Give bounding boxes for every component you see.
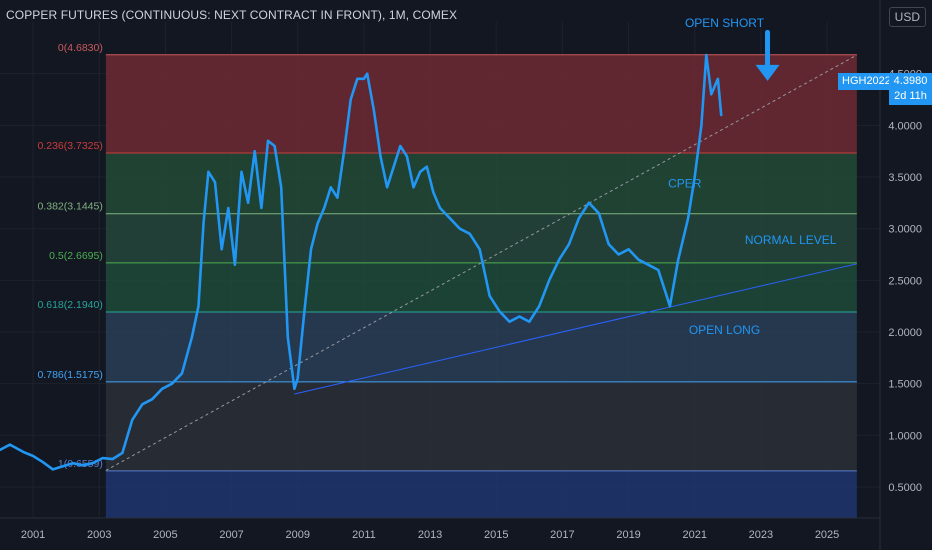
y-tick-label: 3.0000 bbox=[888, 224, 922, 236]
fib-zone bbox=[105, 262, 857, 312]
y-tick-label: 3.5000 bbox=[888, 172, 922, 184]
x-tick-label: 2009 bbox=[286, 529, 310, 541]
x-tick-label: 2011 bbox=[352, 529, 376, 541]
x-tick-label: 2025 bbox=[815, 529, 839, 541]
x-tick-label: 2007 bbox=[219, 529, 243, 541]
annotation-text[interactable]: OPEN LONG bbox=[689, 323, 760, 337]
last-price: 4.3980 bbox=[893, 75, 928, 87]
annotation-text[interactable]: OPEN SHORT bbox=[685, 16, 765, 30]
fib-level-label: 0(4.6830) bbox=[58, 42, 103, 54]
trendlines[interactable] bbox=[105, 54, 858, 471]
x-axis: 2001 2003 2005 2007 2009 2011 2013 2015 2017 2019… bbox=[0, 517, 880, 541]
fib-retracement[interactable]: 0(4.6830) 0.236(3.7325) 0.382(3.1445) 0.5(2… bbox=[37, 42, 857, 518]
symbol-tag: HGH2022 bbox=[838, 73, 895, 90]
y-tick-label: 0.5000 bbox=[888, 482, 922, 494]
y-tick-label: 4.0000 bbox=[888, 120, 922, 132]
x-tick-label: 2013 bbox=[418, 529, 442, 541]
x-tick-label: 2015 bbox=[484, 529, 508, 541]
fib-zone bbox=[105, 381, 857, 471]
y-tick-label: 2.5000 bbox=[888, 275, 922, 287]
chart-title: COPPER FUTURES (CONTINUOUS: NEXT CONTRAC… bbox=[6, 8, 458, 22]
fib-level-label: 0.382(3.1445) bbox=[37, 201, 102, 213]
copper-price-line[interactable] bbox=[0, 53, 723, 471]
fib-level-label: 0.618(2.1940) bbox=[37, 299, 102, 311]
y-tick-label: 1.5000 bbox=[888, 379, 922, 391]
x-tick-label: 2001 bbox=[21, 529, 45, 541]
bar-countdown: 2d 11h bbox=[894, 90, 927, 102]
fib-level-label: 0.236(3.7325) bbox=[37, 140, 102, 152]
y-tick-label: 2.0000 bbox=[888, 327, 922, 339]
x-tick-label: 2003 bbox=[87, 529, 111, 541]
annotations[interactable]: OPEN SHORT CPER NORMAL LEVEL OPEN LONG bbox=[668, 16, 837, 337]
fib-zone bbox=[105, 54, 857, 153]
x-tick-label: 2021 bbox=[682, 529, 706, 541]
annotation-text[interactable]: CPER bbox=[668, 176, 702, 190]
fib-level-label: 0.5(2.6695) bbox=[49, 250, 103, 262]
x-tick-label: 2019 bbox=[616, 529, 640, 541]
x-tick-label: 2005 bbox=[153, 529, 177, 541]
y-axis: 0.5000 1.0000 1.5000 2.0000 2.5000 3.0000 3.50… bbox=[879, 0, 922, 550]
price-series[interactable] bbox=[0, 53, 723, 471]
annotation-text[interactable]: NORMAL LEVEL bbox=[745, 233, 837, 247]
fib-zone bbox=[105, 470, 857, 518]
currency-button[interactable]: USD bbox=[888, 7, 926, 27]
last-price-tag: 4.3980 2d 11h bbox=[889, 73, 932, 105]
dashed-trendline[interactable] bbox=[105, 54, 858, 471]
fib-zone bbox=[105, 152, 857, 214]
x-tick-label: 2017 bbox=[550, 529, 574, 541]
fib-zone bbox=[105, 311, 857, 382]
support-trendline[interactable] bbox=[294, 263, 857, 395]
fib-level-label: 0.786(1.5175) bbox=[37, 369, 102, 381]
arrow-down-icon[interactable] bbox=[755, 64, 780, 81]
y-tick-label: 1.0000 bbox=[888, 430, 922, 442]
x-tick-label: 2023 bbox=[749, 529, 773, 541]
